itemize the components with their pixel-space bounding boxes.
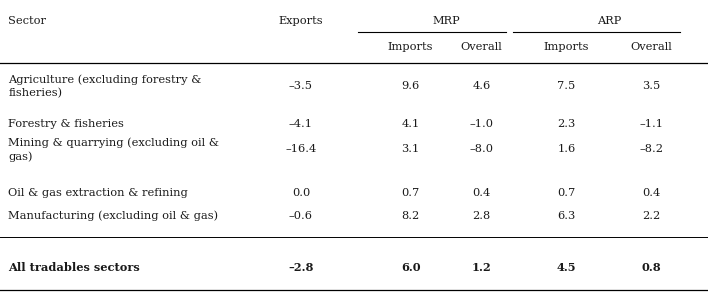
Text: 0.7: 0.7 [557,188,576,198]
Text: 2.3: 2.3 [557,119,576,129]
Text: 4.6: 4.6 [472,81,491,91]
Text: 9.6: 9.6 [401,81,420,91]
Text: 6.3: 6.3 [557,211,576,221]
Text: 1.6: 1.6 [557,144,576,155]
Text: 4.1: 4.1 [401,119,420,129]
Text: Agriculture (excluding forestry &
fisheries): Agriculture (excluding forestry & fisher… [8,74,202,98]
Text: –2.8: –2.8 [288,262,314,273]
Text: 0.7: 0.7 [401,188,420,198]
Text: Overall: Overall [631,42,672,52]
Text: 2.2: 2.2 [642,211,661,221]
Text: 8.2: 8.2 [401,211,420,221]
Text: Imports: Imports [388,42,433,52]
Text: –1.0: –1.0 [469,119,493,129]
Text: 3.5: 3.5 [642,81,661,91]
Text: –16.4: –16.4 [285,144,316,155]
Text: 6.0: 6.0 [401,262,421,273]
Text: 0.4: 0.4 [642,188,661,198]
Text: 1.2: 1.2 [472,262,491,273]
Text: –8.0: –8.0 [469,144,493,155]
Text: Exports: Exports [278,16,324,26]
Text: 2.8: 2.8 [472,211,491,221]
Text: MRP: MRP [432,16,460,26]
Text: 4.5: 4.5 [556,262,576,273]
Text: Overall: Overall [461,42,502,52]
Text: ARP: ARP [597,16,621,26]
Text: 3.1: 3.1 [401,144,420,155]
Text: –4.1: –4.1 [289,119,313,129]
Text: 0.8: 0.8 [641,262,661,273]
Text: –0.6: –0.6 [289,211,313,221]
Text: 7.5: 7.5 [557,81,576,91]
Text: Forestry & fisheries: Forestry & fisheries [8,119,125,129]
Text: 0.0: 0.0 [292,188,310,198]
Text: –1.1: –1.1 [639,119,663,129]
Text: Oil & gas extraction & refining: Oil & gas extraction & refining [8,188,188,198]
Text: Mining & quarrying (excluding oil &
gas): Mining & quarrying (excluding oil & gas) [8,137,219,162]
Text: 0.4: 0.4 [472,188,491,198]
Text: –3.5: –3.5 [289,81,313,91]
Text: Sector: Sector [8,16,47,26]
Text: All tradables sectors: All tradables sectors [8,262,140,273]
Text: –8.2: –8.2 [639,144,663,155]
Text: Imports: Imports [544,42,589,52]
Text: Manufacturing (excluding oil & gas): Manufacturing (excluding oil & gas) [8,211,219,221]
